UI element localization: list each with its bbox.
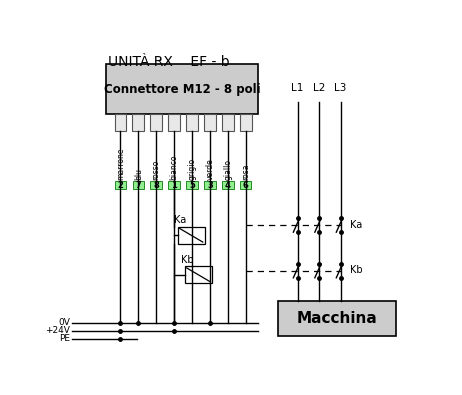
Bar	[185, 266, 212, 283]
Text: UNITÀ RX    EF - b: UNITÀ RX EF - b	[108, 55, 230, 69]
Bar	[278, 301, 396, 337]
Text: +24V: +24V	[45, 326, 70, 335]
Text: Ka: Ka	[174, 215, 186, 225]
Bar	[178, 227, 205, 244]
Text: bianco: bianco	[170, 154, 179, 180]
Text: 2: 2	[117, 181, 123, 190]
Text: 4: 4	[225, 181, 231, 190]
Bar	[186, 181, 198, 189]
Bar	[133, 114, 144, 131]
Text: 0V: 0V	[58, 318, 70, 327]
Text: rosso: rosso	[152, 159, 161, 180]
Text: 7: 7	[135, 181, 141, 190]
Bar	[150, 114, 162, 131]
Text: grigio: grigio	[188, 158, 196, 180]
Bar	[186, 114, 198, 131]
Text: Macchina: Macchina	[297, 311, 377, 326]
Text: Connettore M12 - 8 poli: Connettore M12 - 8 poli	[104, 83, 261, 96]
Text: rosa: rosa	[241, 163, 250, 180]
Text: blu: blu	[134, 168, 143, 180]
Bar	[240, 114, 252, 131]
Text: PE: PE	[59, 334, 70, 343]
Bar	[222, 114, 234, 131]
Text: giallo: giallo	[223, 159, 232, 180]
Bar	[115, 181, 126, 189]
Bar	[168, 181, 180, 189]
Text: Kb: Kb	[181, 255, 194, 265]
Text: 3: 3	[207, 181, 213, 190]
Text: 6: 6	[243, 181, 249, 190]
Bar	[151, 181, 162, 189]
Bar	[106, 64, 258, 114]
Bar	[115, 114, 126, 131]
Bar	[168, 114, 180, 131]
Text: Kb: Kb	[350, 265, 362, 275]
Text: 8: 8	[153, 181, 159, 190]
Bar	[222, 181, 234, 189]
Text: L1: L1	[292, 83, 304, 93]
Text: marrone: marrone	[116, 147, 125, 180]
Bar	[204, 114, 216, 131]
Bar	[204, 181, 216, 189]
Text: 5: 5	[189, 181, 195, 190]
Text: L3: L3	[334, 83, 347, 93]
Text: L2: L2	[313, 83, 325, 93]
Text: 1: 1	[171, 181, 177, 190]
Text: Ka: Ka	[350, 220, 362, 230]
Bar	[133, 181, 144, 189]
Bar	[240, 181, 251, 189]
Text: verde: verde	[206, 158, 214, 180]
